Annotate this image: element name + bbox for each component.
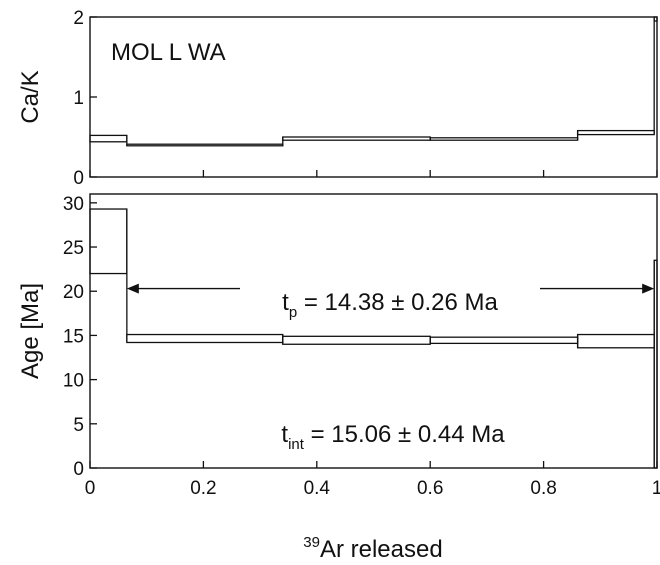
x-tick-label: 1 (652, 478, 660, 499)
age-step-box (89, 208, 128, 275)
age-step-box (576, 333, 655, 349)
age-y-tick-label: 20 (63, 282, 84, 303)
x-axis-title: 39Ar released (303, 534, 442, 563)
age-y-tick-label: 15 (63, 326, 84, 347)
ca-k-panel: 0 1 2 Ca/K MOL L WA (17, 8, 658, 189)
x-tick-label: 0.4 (304, 478, 331, 499)
ca-k-y-tick-label: 0 (73, 168, 84, 189)
age-steps (89, 208, 658, 469)
integrated-label-main: t (281, 421, 288, 448)
integrated-label-value: = 15.06 ± 0.44 Ma (304, 421, 505, 448)
ca-k-step-box (282, 136, 431, 141)
age-y-axis-title: Age [Ma] (17, 283, 44, 379)
age-x-ticks: 0 0.2 0.4 0.6 0.8 1 (85, 461, 660, 499)
ca-k-y-tick-label: 1 (73, 88, 84, 109)
age-y-ticks: 0 5 10 15 20 25 30 (63, 194, 97, 480)
x-tick-label: 0 (85, 478, 96, 499)
ca-k-y-tick-label: 2 (73, 8, 84, 29)
sample-name-label: MOL L WA (111, 39, 226, 66)
x-tick-label: 0.2 (190, 478, 216, 499)
x-tick-label: 0.6 (417, 478, 443, 499)
age-y-tick-label: 10 (63, 371, 84, 392)
plateau-label-value: = 14.38 ± 0.26 Ma (297, 289, 498, 316)
age-y-tick-label: 25 (63, 238, 84, 259)
plateau-arrowhead-right (642, 283, 655, 294)
ca-k-y-ticks: 0 1 2 (73, 8, 658, 189)
ca-k-step-box (89, 134, 128, 143)
x-axis-title-main: Ar released (320, 536, 443, 563)
age-step-box (282, 335, 431, 345)
age-y-tick-label: 30 (63, 194, 84, 215)
ca-k-step-box (576, 129, 655, 136)
ca-k-step-box (429, 137, 579, 141)
age-step-box (126, 333, 284, 344)
plateau-label-sub: p (289, 304, 297, 321)
ca-k-step-box (126, 143, 284, 147)
integrated-age-label: tint = 15.06 ± 0.44 Ma (281, 421, 505, 453)
age-step-box (429, 336, 579, 345)
plateau-arrowhead-left (126, 283, 139, 294)
age-y-tick-label: 5 (73, 415, 84, 436)
x-axis-title-isotope: 39 (303, 534, 320, 551)
plateau-age-label: tp = 14.38 ± 0.26 Ma (282, 289, 498, 321)
ca-k-y-axis-title: Ca/K (17, 70, 44, 123)
plateau-arrow (126, 283, 655, 294)
plateau-label-main: t (282, 289, 289, 316)
integrated-label-sub: int (288, 436, 305, 453)
x-tick-label: 0.8 (530, 478, 556, 499)
age-y-tick-label: 0 (73, 459, 84, 480)
ca-k-steps (89, 16, 658, 147)
